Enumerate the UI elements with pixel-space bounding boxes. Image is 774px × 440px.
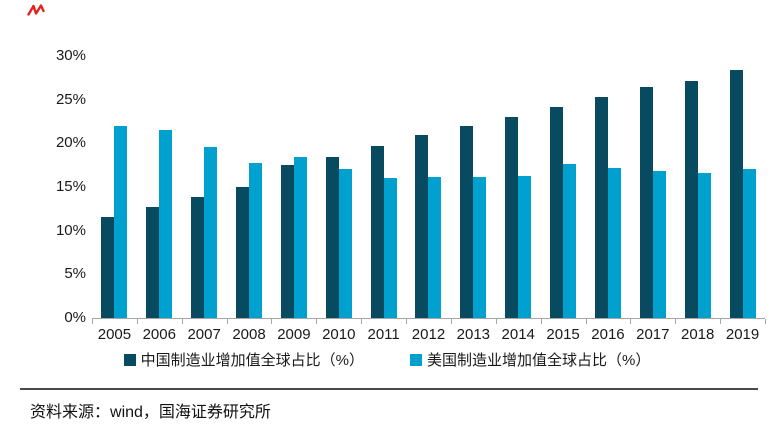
x-axis-line (92, 318, 765, 319)
red-mark-icon (27, 4, 45, 16)
bar-us-2018 (697, 173, 711, 318)
bar-china-2017 (639, 87, 653, 318)
x-axis-tick (316, 319, 318, 324)
legend-item-china: 中国制造业增加值全球占比（%） (123, 349, 364, 370)
x-axis-tick (765, 319, 766, 324)
bar-china-2006 (146, 207, 160, 318)
x-axis-category-label: 2019 (725, 326, 760, 343)
bar-us-2007 (204, 146, 218, 318)
x-axis-tick (495, 319, 497, 324)
bar-china-2007 (191, 196, 205, 318)
x-axis-tick (450, 319, 452, 324)
legend-label: 中国制造业增加值全球占比（%） (140, 352, 364, 369)
x-axis-category-label: 2008 (232, 326, 266, 343)
x-axis-category-label: 2005 (97, 326, 132, 343)
source-wind: wind (110, 404, 143, 421)
x-axis-category-label: 2016 (591, 326, 625, 343)
x-axis-category-label: 2015 (546, 326, 580, 343)
x-axis-tick (136, 319, 138, 324)
bar-us-2011 (383, 178, 397, 318)
x-axis-category-label: 2011 (367, 326, 400, 343)
y-axis-tick-label: 0% (64, 309, 86, 326)
x-axis-tick (406, 319, 408, 324)
x-axis-category-label: 2012 (411, 326, 446, 343)
x-axis-tick (361, 319, 363, 324)
bar-us-2006 (159, 130, 173, 318)
x-axis-category-label: 2010 (322, 326, 356, 343)
source-note: 资料来源：wind，国海证券研究所 (30, 398, 271, 422)
bar-china-2018 (684, 81, 698, 318)
bar-china-2013 (460, 125, 474, 318)
y-axis-tick-label: 10% (55, 221, 86, 239)
x-axis-category-label: 2013 (456, 326, 491, 343)
y-axis-tick-label: 15% (55, 178, 86, 195)
bar-us-2008 (249, 163, 262, 318)
x-axis-tick (226, 319, 228, 324)
x-axis-category-label: 2017 (636, 326, 670, 343)
bar-china-2008 (236, 187, 249, 318)
bar-china-2011 (370, 145, 384, 318)
y-axis-tick-label: 25% (55, 90, 86, 108)
legend-label: 美国制造业增加值全球占比（%） (427, 352, 651, 369)
bar-china-2010 (325, 157, 339, 318)
bar-us-2019 (742, 168, 756, 318)
x-axis-category-label: 2006 (142, 326, 176, 343)
legend-item-us: 美国制造业增加值全球占比（%） (410, 349, 650, 370)
bar-us-2015 (563, 164, 577, 318)
x-axis-tick (92, 319, 93, 324)
bar-china-2009 (280, 165, 294, 318)
bar-china-2016 (594, 97, 608, 318)
bar-us-2010 (338, 168, 352, 318)
bar-us-2009 (293, 157, 307, 318)
bar-china-2005 (101, 216, 115, 318)
x-axis-tick (720, 319, 722, 324)
legend-swatch-icon (123, 353, 136, 366)
x-axis-category-label: 2007 (187, 326, 221, 343)
footer-separator-line (20, 388, 758, 390)
bar-china-2012 (415, 135, 429, 318)
chart-legend: 中国制造业增加值全球占比（%） 美国制造业增加值全球占比（%） (0, 349, 774, 370)
bar-us-2014 (518, 175, 532, 318)
x-axis-tick (540, 319, 542, 324)
x-axis-category-label: 2018 (681, 326, 715, 343)
bar-china-2015 (550, 106, 564, 318)
x-axis-tick (181, 319, 183, 324)
x-axis-category-label: 2009 (277, 326, 311, 343)
y-axis-tick-label: 20% (55, 134, 86, 152)
y-axis-tick-label: 5% (64, 265, 86, 283)
bar-us-2005 (114, 125, 128, 318)
y-axis-tick-label: 30% (55, 47, 86, 64)
bar-us-2013 (473, 176, 487, 318)
bar-us-2012 (428, 177, 442, 318)
bar-china-2014 (505, 117, 519, 318)
x-axis-tick (585, 319, 587, 324)
x-axis-tick (675, 319, 677, 324)
source-label: 资料来源： (30, 402, 111, 421)
x-axis-tick (271, 319, 273, 324)
x-axis-category-label: 2014 (501, 326, 535, 343)
bar-us-2017 (652, 171, 666, 318)
bar-us-2016 (607, 167, 621, 318)
bar-china-2019 (729, 69, 743, 318)
x-axis-tick (630, 319, 632, 324)
source-suffix: ，国海证券研究所 (142, 402, 271, 421)
legend-swatch-icon (410, 353, 422, 366)
